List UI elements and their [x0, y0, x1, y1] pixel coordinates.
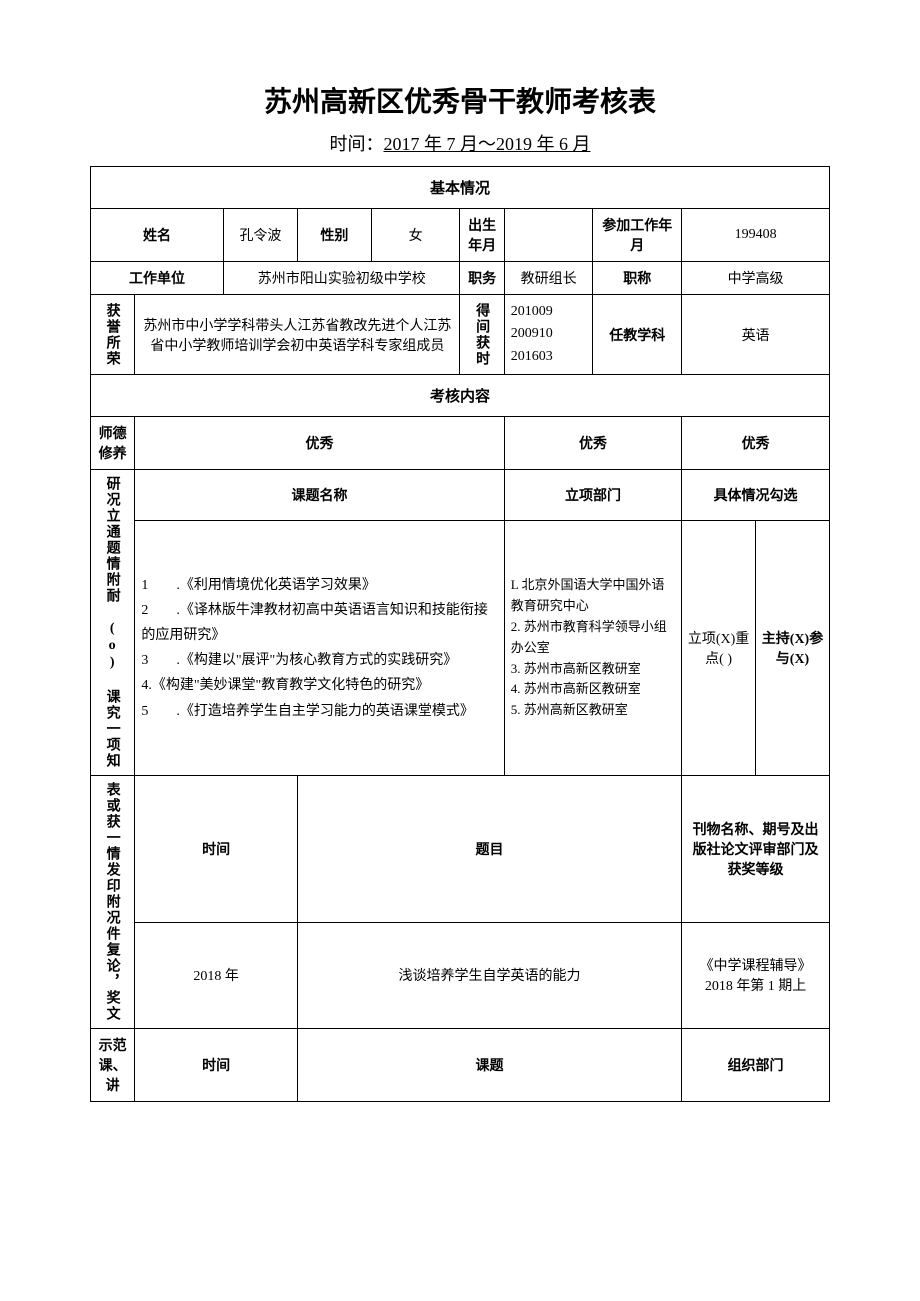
pub-topic: 浅谈培养学生自学英语的能力: [297, 922, 681, 1028]
label-work-unit: 工作单位: [91, 262, 224, 295]
value-honor-time: 201009 200910 201603: [504, 295, 593, 375]
pub-time-header: 时间: [135, 776, 298, 923]
page-title: 苏州高新区优秀骨干教师考核表: [90, 80, 830, 120]
label-honors: 获誉所荣: [91, 295, 135, 375]
label-research: 研况立通题情附耐 (o) 课究一项知: [91, 470, 135, 776]
value-position: 教研组长: [504, 262, 593, 295]
demo-topic-header: 课题: [297, 1029, 681, 1102]
pub-topic-header: 题目: [297, 776, 681, 923]
demo-org-header: 组织部门: [682, 1029, 830, 1102]
section-basic-info: 基本情况: [91, 167, 830, 209]
subtitle-prefix: 时间：: [330, 134, 384, 154]
research-status-left: 立项(X)重点( ): [682, 521, 756, 776]
label-subject: 任教学科: [593, 295, 682, 375]
value-name: 孔令波: [224, 209, 298, 262]
morality-v2: 优秀: [504, 417, 681, 470]
label-demo: 示范课、讲: [91, 1029, 135, 1102]
label-morality: 师德修养: [91, 417, 135, 470]
value-gender: 女: [371, 209, 460, 262]
research-dept-header: 立项部门: [504, 470, 681, 521]
subtitle-range: 2017 年 7 月～2019 年 6 月: [384, 134, 591, 154]
value-work-unit: 苏州市阳山实验初级中学校: [224, 262, 460, 295]
morality-v1: 优秀: [135, 417, 504, 470]
value-subject: 英语: [682, 295, 830, 375]
pub-journal-header: 刊物名称、期号及出版社论文评审部门及获奖等级: [682, 776, 830, 923]
research-status-right: 主持(X)参与(X): [756, 521, 830, 776]
subtitle: 时间：2017 年 7 月～2019 年 6 月: [90, 130, 830, 156]
research-topics: 1 .《利用情境优化英语学习效果》 2 .《译林版牛津教材初高中英语语言知识和技…: [135, 521, 504, 776]
section-review-content: 考核内容: [91, 375, 830, 417]
evaluation-table: 基本情况 姓名 孔令波 性别 女 出生年月 参加工作年月 199408 工作单位…: [90, 166, 830, 1102]
morality-v3: 优秀: [682, 417, 830, 470]
research-depts: L 北京外国语大学中国外语教育研究中心 2. 苏州市教育科学领导小组办公室 3.…: [504, 521, 681, 776]
demo-time-header: 时间: [135, 1029, 298, 1102]
value-title: 中学高级: [682, 262, 830, 295]
label-title: 职称: [593, 262, 682, 295]
label-gender: 性别: [297, 209, 371, 262]
value-honors: 苏州市中小学学科带头人江苏省教改先进个人江苏省中小学教师培训学会初中英语学科专家…: [135, 295, 460, 375]
label-position: 职务: [460, 262, 504, 295]
label-join-date: 参加工作年月: [593, 209, 682, 262]
research-status-header: 具体情况勾选: [682, 470, 830, 521]
pub-time: 2018 年: [135, 922, 298, 1028]
label-birth: 出生年月: [460, 209, 504, 262]
label-publication: 表或获一情发印附况件复论，奖文: [91, 776, 135, 1029]
pub-journal: 《中学课程辅导》2018 年第 1 期上: [682, 922, 830, 1028]
value-birth: [504, 209, 593, 262]
label-name: 姓名: [91, 209, 224, 262]
label-honor-time: 得间获时: [460, 295, 504, 375]
value-join-date: 199408: [682, 209, 830, 262]
research-topic-header: 课题名称: [135, 470, 504, 521]
